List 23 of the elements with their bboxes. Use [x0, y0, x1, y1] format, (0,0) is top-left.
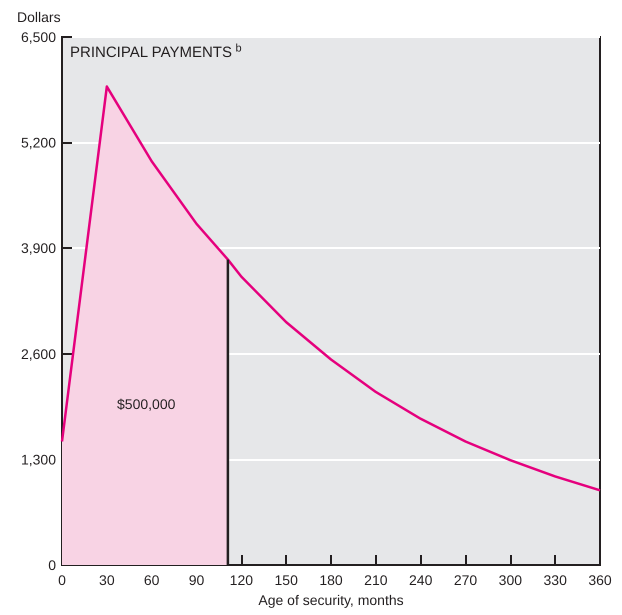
x-tick-label: 360	[588, 572, 612, 588]
annotation: $500,000	[117, 396, 176, 412]
x-tick-label: 60	[144, 572, 160, 588]
x-tick-label: 210	[364, 572, 388, 588]
x-tick-label: 240	[408, 572, 433, 588]
x-tick-label: 150	[274, 572, 298, 588]
y-tick-label: 6,500	[20, 29, 56, 45]
x-tick-label: 30	[99, 572, 115, 588]
y-tick-label: 5,200	[20, 134, 56, 151]
x-tick-label: 300	[498, 572, 522, 588]
x-tick-label: 0	[58, 572, 66, 588]
y-tick-label: 2,600	[20, 346, 56, 362]
y-axis-title: Dollars	[17, 9, 61, 25]
x-tick-label: 120	[230, 572, 254, 588]
x-tick-label: 90	[188, 572, 204, 588]
y-tick-label: 3,900	[20, 240, 56, 256]
y-tick-label: 0	[48, 557, 56, 573]
x-axis-title: Age of security, months	[258, 592, 404, 608]
x-tick-label: 270	[454, 572, 478, 588]
y-tick-label: 1,300	[20, 451, 56, 468]
line-series	[60, 85, 602, 492]
x-tick-label: 330	[543, 572, 568, 588]
x-tick-label: 180	[319, 572, 343, 588]
